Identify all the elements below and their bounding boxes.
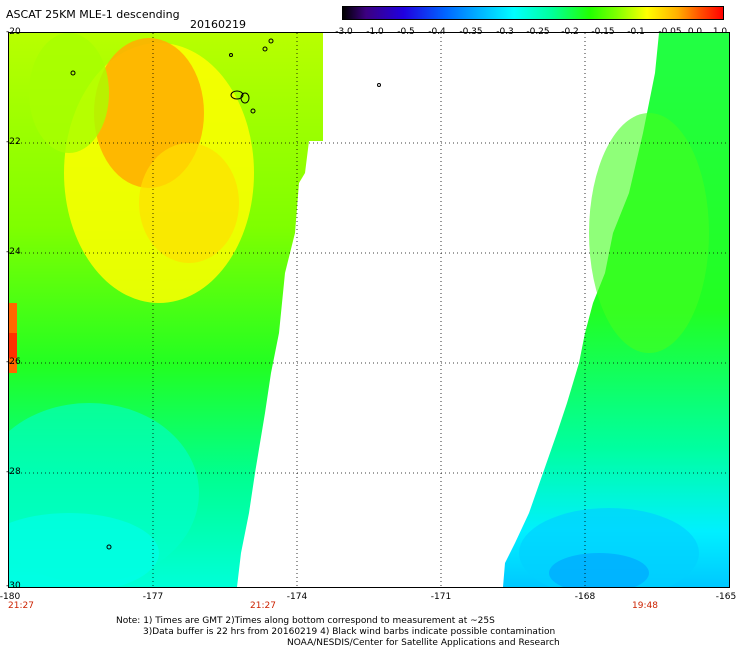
lat-label: -22 [6,137,21,147]
swath-map [8,32,730,588]
lat-label: -28 [6,467,21,477]
lon-label: -177 [142,592,164,602]
lat-label: -24 [6,247,21,257]
note-line-3: NOAA/NESDIS/Center for Satellite Applica… [287,638,560,648]
lon-label: -180 [0,592,21,602]
lat-label: -30 [6,581,21,591]
graticule [9,33,729,587]
lat-label: -26 [6,357,21,367]
time-label-right: 19:48 [632,601,658,611]
footnote: Note: 1) Times are GMT 2)Times along bot… [116,616,560,649]
product-date: 20160219 [190,18,246,31]
swath-map-graphic [9,33,729,587]
note-line-1: Note: 1) Times are GMT 2)Times along bot… [116,616,495,626]
island-outlines [70,38,381,550]
lat-label: -20 [6,27,21,37]
product-title: ASCAT 25KM MLE-1 descending [6,8,180,21]
note-line-2: 3)Data buffer is 22 hrs from 20160219 4)… [143,627,556,637]
time-label-middle: 21:27 [250,601,276,611]
color-scale-bar [342,6,724,20]
lon-label: -174 [286,592,308,602]
lon-label: -168 [574,592,596,602]
lon-label: -165 [715,592,737,602]
time-label-left: 21:27 [8,601,34,611]
lon-label: -171 [430,592,452,602]
